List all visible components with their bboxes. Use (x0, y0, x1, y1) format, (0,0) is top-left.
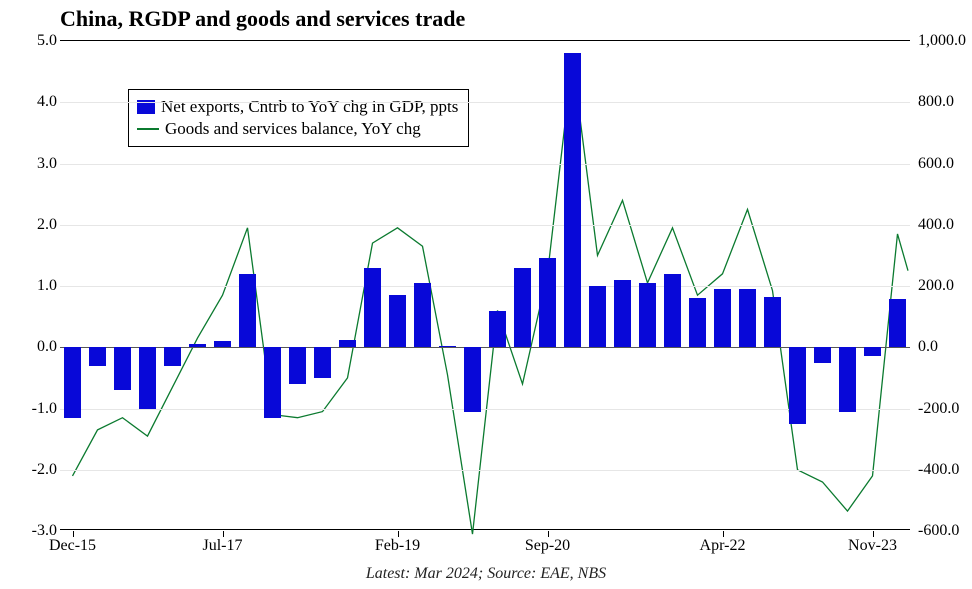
bar (514, 268, 532, 348)
y-right-tick-label: 0.0 (918, 338, 972, 356)
y-left-tick-label: -2.0 (2, 461, 57, 479)
gridline (60, 225, 910, 226)
x-tick-label: Dec-15 (49, 537, 96, 555)
y-right-tick-label: 200.0 (918, 277, 972, 295)
legend-bar-label: Net exports, Cntrb to YoY chg in GDP, pp… (161, 96, 458, 118)
legend-row-bar: Net exports, Cntrb to YoY chg in GDP, pp… (137, 96, 458, 118)
bar (639, 283, 657, 347)
x-tick-label: Jul-17 (203, 537, 243, 555)
y-left-tick-label: -1.0 (2, 400, 57, 418)
y-left-tick-label: 0.0 (2, 338, 57, 356)
x-tick-label: Apr-22 (700, 537, 746, 555)
y-right-tick-label: 800.0 (918, 93, 972, 111)
gridline (60, 286, 910, 287)
bar (489, 311, 507, 348)
y-right-tick-label: -600.0 (918, 522, 972, 540)
bar (214, 341, 232, 347)
plot-area: Net exports, Cntrb to YoY chg in GDP, pp… (60, 40, 910, 530)
legend: Net exports, Cntrb to YoY chg in GDP, pp… (128, 89, 469, 147)
bar (289, 347, 307, 384)
bar (189, 344, 207, 347)
bar (389, 295, 407, 347)
chart-source: Latest: Mar 2024; Source: EAE, NBS (0, 565, 972, 583)
bar (889, 299, 907, 347)
bar (539, 258, 557, 347)
bar (689, 298, 707, 347)
y-left-tick-label: 5.0 (2, 32, 57, 50)
zero-line (60, 347, 910, 348)
bar (864, 347, 882, 356)
gridline (60, 470, 910, 471)
gridline (60, 102, 910, 103)
bar (339, 340, 357, 347)
x-tick-label: Sep-20 (525, 537, 570, 555)
bar (839, 347, 857, 411)
bar (264, 347, 282, 417)
legend-row-line: Goods and services balance, YoY chg (137, 118, 458, 140)
y-left-tick-label: 2.0 (2, 216, 57, 234)
y-left-tick-label: 1.0 (2, 277, 57, 295)
bar (764, 297, 782, 347)
bar (564, 53, 582, 347)
bar (164, 347, 182, 365)
bar (789, 347, 807, 424)
bar (714, 289, 732, 347)
y-right-tick-label: 400.0 (918, 216, 972, 234)
y-right-tick-label: -200.0 (918, 400, 972, 418)
chart-title: China, RGDP and goods and services trade (60, 6, 465, 32)
bar (364, 268, 382, 348)
bar (439, 346, 457, 347)
x-tick-label: Nov-23 (848, 537, 897, 555)
x-tick-label: Feb-19 (375, 537, 420, 555)
bar (464, 347, 482, 411)
bar (664, 274, 682, 348)
bar (589, 286, 607, 347)
bar (414, 283, 432, 347)
y-right-tick-label: 1,000.0 (918, 32, 972, 50)
chart-container: China, RGDP and goods and services trade… (0, 0, 972, 589)
gridline (60, 164, 910, 165)
bar (239, 274, 257, 348)
y-right-tick-label: -400.0 (918, 461, 972, 479)
y-left-tick-label: 4.0 (2, 93, 57, 111)
bar (739, 289, 757, 347)
y-right-tick-label: 600.0 (918, 155, 972, 173)
bar (64, 347, 82, 417)
y-left-tick-label: 3.0 (2, 155, 57, 173)
bar (139, 347, 157, 408)
bar (814, 347, 832, 362)
bar (114, 347, 132, 390)
bar (314, 347, 332, 378)
bar (614, 280, 632, 347)
legend-swatch-line (137, 128, 159, 130)
gridline (60, 409, 910, 410)
bar (89, 347, 107, 365)
legend-line-label: Goods and services balance, YoY chg (165, 118, 421, 140)
